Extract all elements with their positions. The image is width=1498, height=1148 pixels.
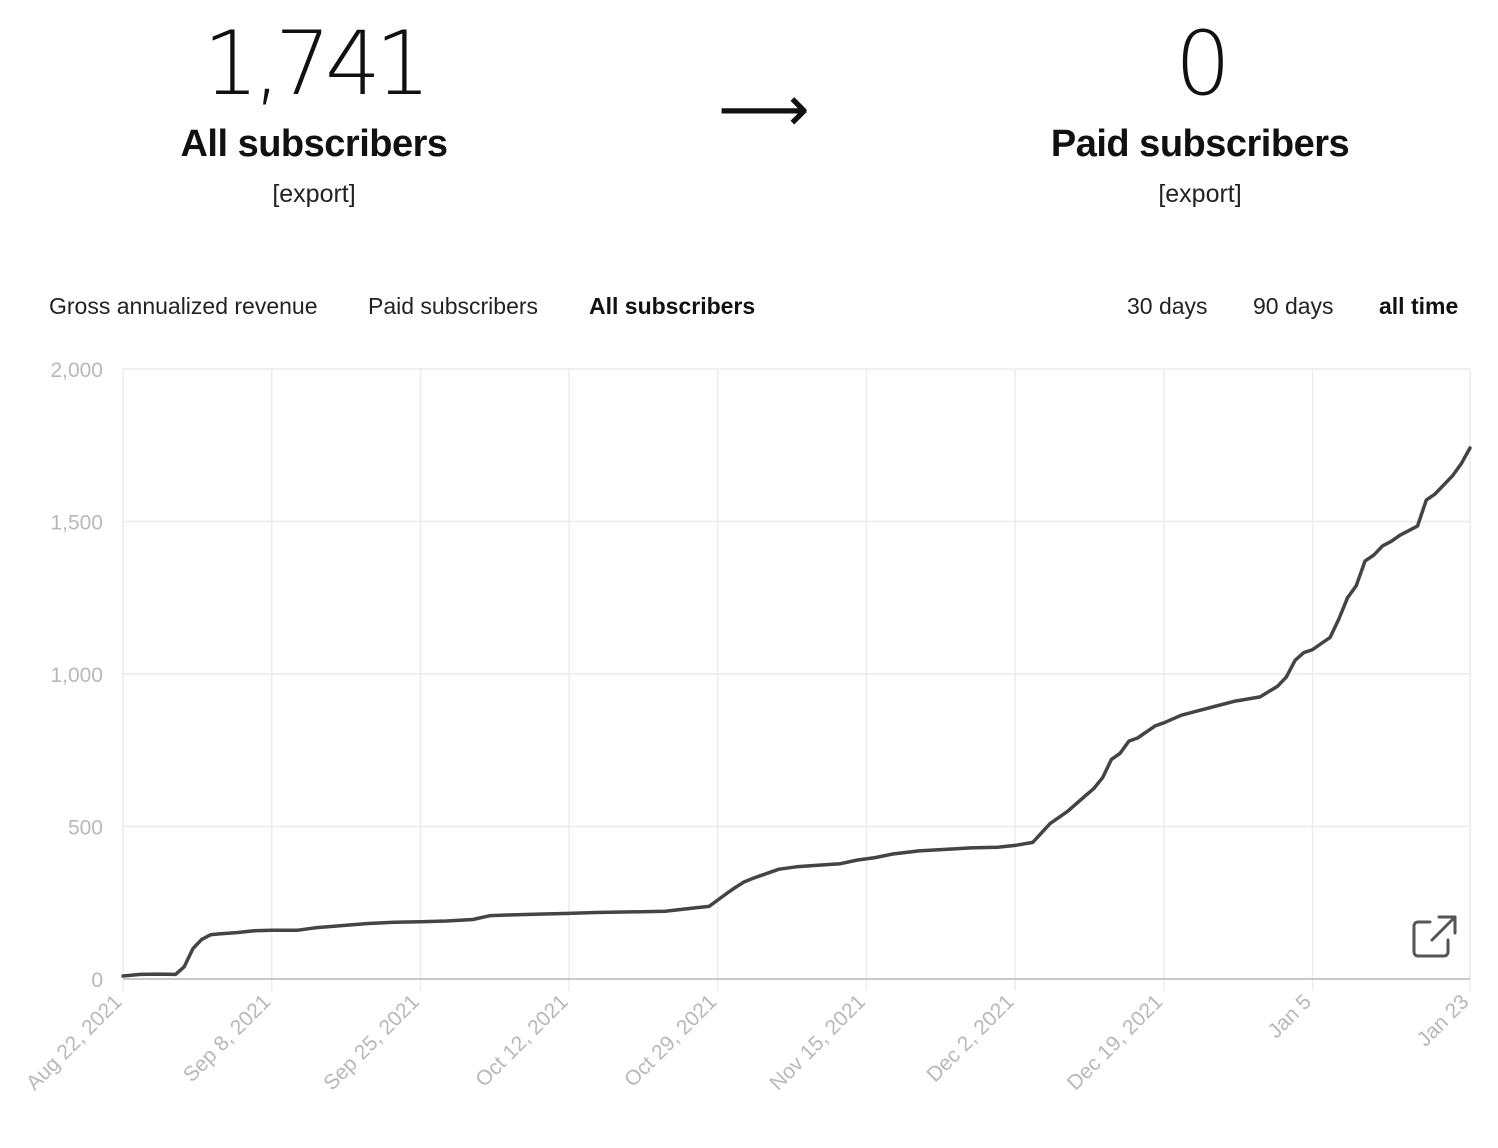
x-tick-label: Oct 12, 2021	[471, 990, 572, 1091]
x-tick-label: Jan 5	[1264, 990, 1317, 1043]
tab-all-subscribers[interactable]: All subscribers	[589, 293, 756, 319]
x-tick-label: Oct 29, 2021	[620, 990, 721, 1091]
tab-gross-annualized-revenue[interactable]: Gross annualized revenue	[49, 293, 318, 319]
export-paid-subscribers-link[interactable]: [export]	[1158, 180, 1242, 208]
x-tick-label: Dec 19, 2021	[1063, 990, 1168, 1095]
range-all-time[interactable]: all time	[1379, 293, 1459, 319]
range-90-days[interactable]: 90 days	[1253, 293, 1334, 319]
tab-paid-subscribers[interactable]: Paid subscribers	[368, 293, 539, 319]
x-tick-label: Sep 25, 2021	[319, 990, 424, 1095]
x-tick-label: Dec 2, 2021	[922, 990, 1018, 1086]
paid-subscribers-summary: 0 Paid subscribers [export]	[970, 10, 1430, 214]
subscribers-line-chart: 0 500 1,000 1,500 2,000 Aug 22, 2021 Sep 8, 20…	[22, 359, 1474, 1095]
all-subscribers-label: All subscribers	[180, 123, 448, 165]
all-subscribers-count: 1,741	[203, 12, 431, 115]
x-tick-label: Aug 22, 2021	[22, 990, 127, 1095]
x-tick-label: Nov 15, 2021	[765, 990, 870, 1095]
paid-subscribers-label: Paid subscribers	[1050, 123, 1350, 165]
range-30-days[interactable]: 30 days	[1127, 293, 1208, 319]
paid-subscribers-count: 0	[1175, 12, 1231, 115]
external-link-icon[interactable]	[1410, 912, 1460, 962]
x-tick-label: Sep 8, 2021	[179, 990, 275, 1086]
x-tick-label: Jan 23	[1413, 990, 1474, 1051]
y-tick-label: 2,000	[50, 359, 103, 382]
all-subscribers-summary: 1,741 All subscribers [export]	[84, 10, 544, 214]
y-tick-label: 0	[91, 969, 103, 992]
chart-controls: Gross annualized revenue Paid subscriber…	[0, 288, 1498, 328]
arrow-right-icon: ⟶	[718, 73, 810, 147]
y-tick-label: 1,000	[50, 664, 103, 687]
series-line-all-subscribers	[121, 446, 1472, 978]
y-tick-label: 500	[68, 817, 103, 840]
y-tick-label: 1,500	[50, 512, 103, 535]
export-all-subscribers-link[interactable]: [export]	[272, 180, 356, 208]
